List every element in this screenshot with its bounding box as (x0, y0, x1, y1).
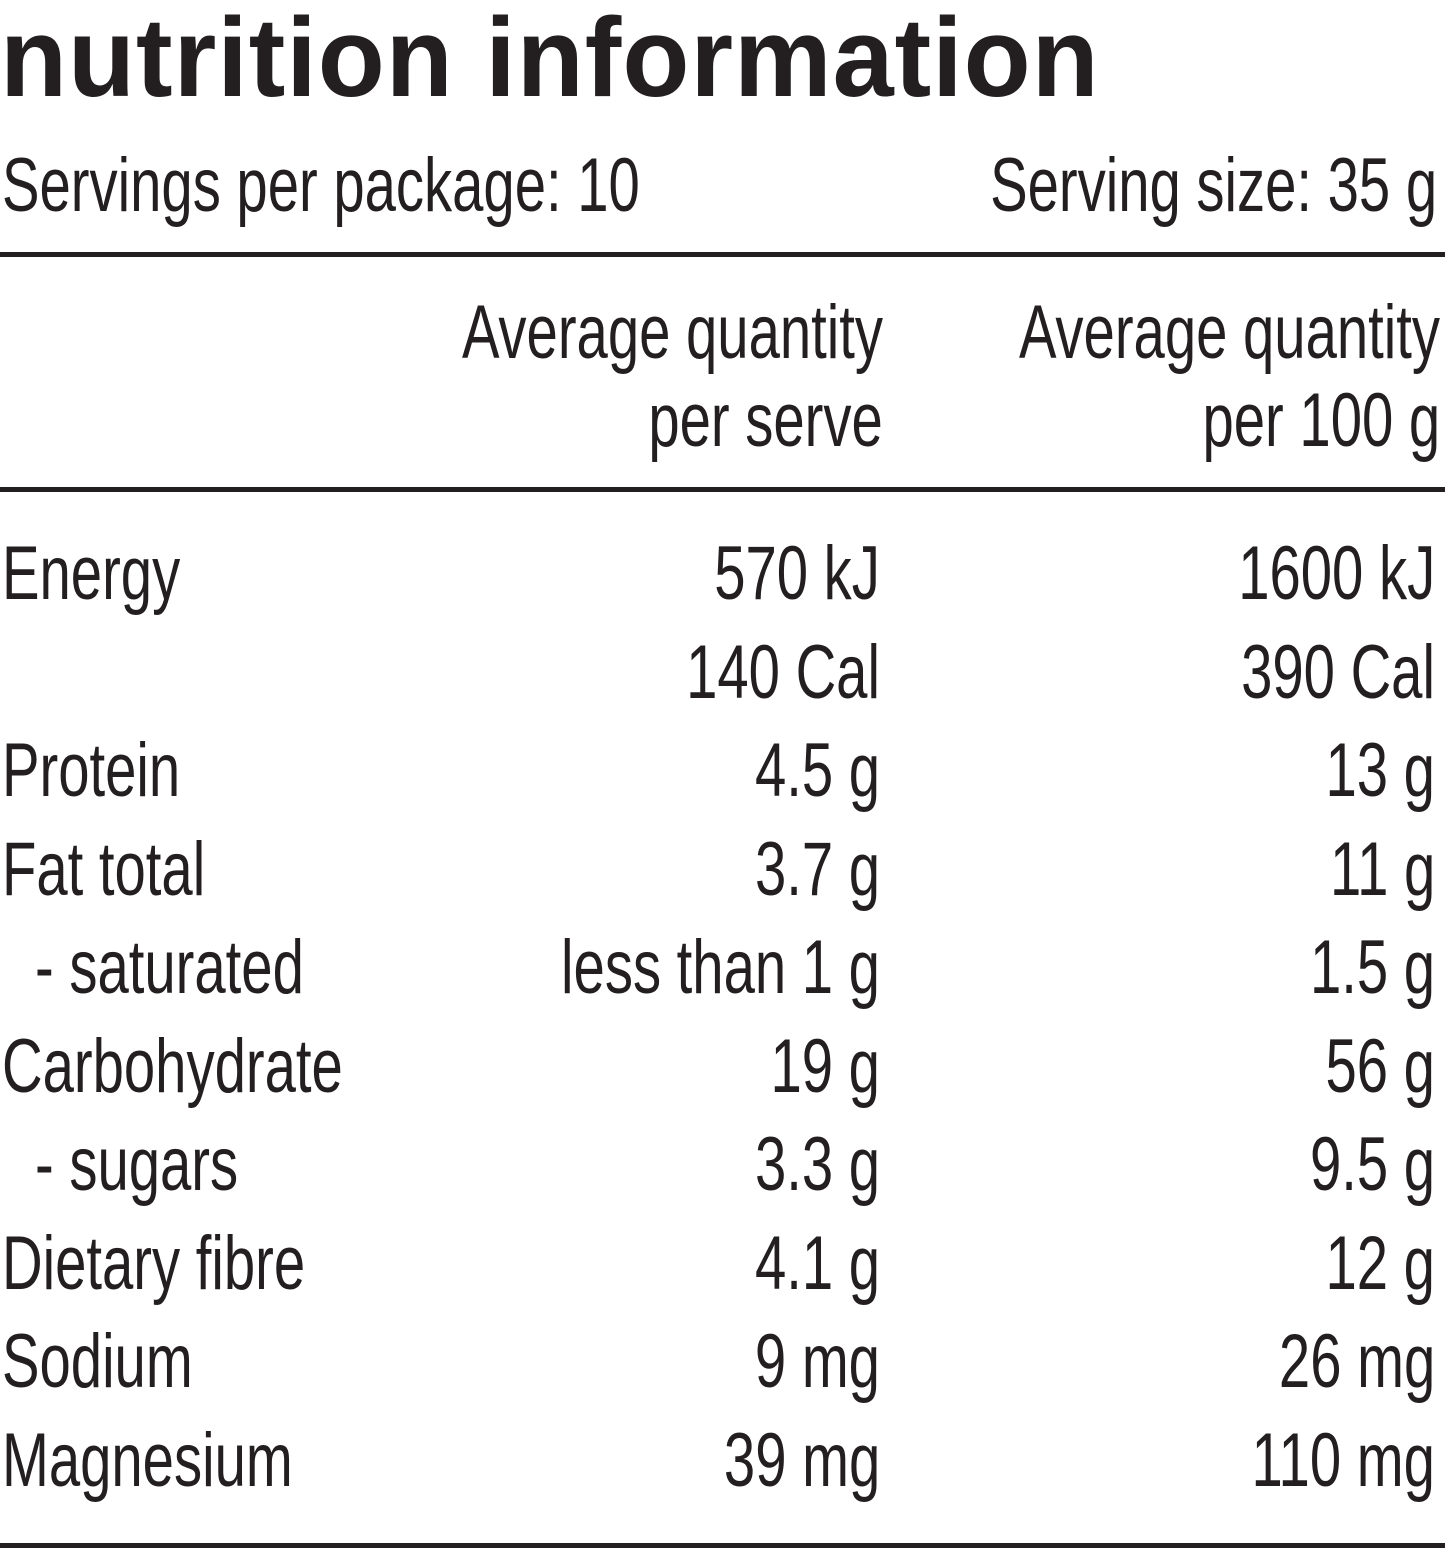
column-header-text: Average quantity (1018, 290, 1440, 375)
servings-per-package-text: Servings per package: 10 (2, 143, 640, 228)
per-100g-value: 56 g (1287, 1023, 1435, 1109)
serving-size: Serving size: 35 g (833, 148, 1437, 224)
per-serve-value: 3.3 g (711, 1127, 880, 1203)
row-label: Fat total (2, 826, 277, 912)
per-serve-value-text: 19 g (770, 1023, 880, 1109)
rule (0, 1543, 1445, 1548)
per-serve-value-text: 9 mg (754, 1319, 880, 1404)
row-label-text: Sodium (2, 1319, 193, 1404)
per-serve-value: 3.7 g (711, 826, 880, 912)
column-header: per serve (566, 383, 883, 459)
row-label: Magnesium (2, 1417, 395, 1503)
rule (0, 252, 1445, 257)
per-serve-value: less than 1 g (449, 930, 880, 1006)
per-serve-value: 19 g (732, 1023, 880, 1109)
per-serve-value-text: less than 1 g (561, 925, 880, 1010)
per-100g-value-text: 56 g (1325, 1023, 1435, 1109)
per-serve-value: 570 kJ (656, 536, 880, 612)
per-serve-value-text: 570 kJ (714, 531, 880, 616)
column-header-text: Average quantity (461, 290, 883, 375)
per-serve-value-text: 3.3 g (754, 1122, 880, 1207)
per-100g-value: 11 g (1293, 826, 1435, 912)
column-header: per 100 g (1119, 383, 1440, 459)
per-100g-value: 26 mg (1224, 1324, 1435, 1400)
row-label-text: Dietary fibre (2, 1220, 306, 1306)
row-label-text: - sugars (35, 1122, 239, 1207)
row-label: Carbohydrate (2, 1023, 463, 1109)
per-serve-value: 4.5 g (711, 733, 880, 809)
serving-size-text: Serving size: 35 g (989, 143, 1437, 228)
per-100g-value: 12 g (1287, 1220, 1435, 1306)
row-label: Protein (2, 733, 243, 809)
row-label: Dietary fibre (2, 1220, 412, 1306)
per-serve-value-text: 3.7 g (754, 826, 880, 912)
per-100g-value-text: 390 Cal (1241, 629, 1435, 715)
rule (0, 487, 1445, 492)
per-serve-value: 4.1 g (711, 1220, 880, 1306)
per-100g-value-text: 13 g (1325, 728, 1435, 813)
per-serve-value-text: 4.1 g (754, 1220, 880, 1306)
row-label-text: - saturated (35, 925, 304, 1010)
per-100g-value-text: 12 g (1325, 1220, 1435, 1306)
row-label-text: Protein (2, 728, 181, 813)
row-label-text: Magnesium (2, 1417, 293, 1503)
per-100g-value: 1600 kJ (1169, 536, 1435, 612)
per-serve-value-text: 4.5 g (754, 728, 880, 813)
per-100g-value: 390 Cal (1173, 629, 1435, 715)
per-100g-value-text: 1.5 g (1309, 925, 1435, 1010)
per-serve-value: 140 Cal (618, 629, 880, 715)
row-label: - sugars (35, 1127, 310, 1203)
column-header-text: per 100 g (1202, 378, 1440, 463)
title-text: nutrition information (0, 0, 1100, 120)
per-serve-value-text: 140 Cal (686, 629, 880, 715)
per-100g-value: 9.5 g (1266, 1127, 1435, 1203)
per-serve-value: 39 mg (669, 1417, 880, 1503)
row-label: Sodium (2, 1324, 260, 1400)
column-header-text: per serve (648, 378, 883, 463)
row-label: Energy (2, 536, 243, 612)
column-header: Average quantity (871, 295, 1440, 371)
per-100g-value-text: 11 g (1329, 826, 1435, 912)
title: nutrition information (0, 2, 1122, 114)
row-label: - saturated (35, 930, 398, 1006)
per-100g-value-text: 1600 kJ (1238, 531, 1435, 616)
servings-per-package: Servings per package: 10 (2, 148, 864, 224)
per-100g-value: 1.5 g (1266, 930, 1435, 1006)
per-100g-value-text: 9.5 g (1309, 1122, 1435, 1207)
per-100g-value-text: 26 mg (1278, 1319, 1435, 1404)
row-label-text: Energy (2, 531, 181, 616)
per-100g-value: 13 g (1287, 733, 1435, 809)
column-header: Average quantity (314, 295, 883, 371)
row-label-text: Carbohydrate (2, 1023, 343, 1109)
per-100g-value-text: 110 mg (1251, 1417, 1435, 1503)
row-label-text: Fat total (2, 826, 206, 912)
per-serve-value: 9 mg (711, 1324, 880, 1400)
per-serve-value-text: 39 mg (723, 1417, 880, 1503)
per-100g-value: 110 mg (1187, 1417, 1435, 1503)
